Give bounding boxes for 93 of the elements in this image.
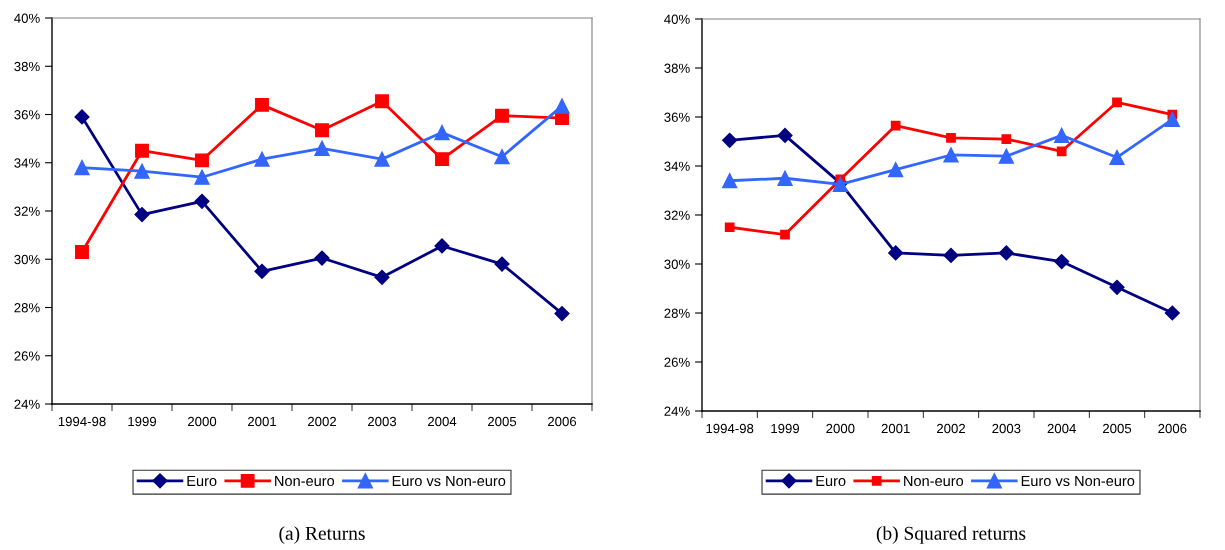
point [315, 123, 329, 138]
legend-label: Non-euro [275, 475, 335, 487]
y-tick-label: 32% [664, 210, 690, 220]
point [1001, 134, 1012, 144]
point [722, 173, 738, 189]
x-tick-label: 2000 [826, 423, 855, 434]
y-tick-label: 26% [14, 351, 40, 361]
y-tick-label: 30% [14, 254, 40, 265]
legend-label: Non-euro [904, 475, 964, 487]
x-tick-label: 2001 [881, 423, 910, 434]
point [998, 245, 1014, 261]
y-tick-label: 30% [664, 259, 690, 269]
point [777, 170, 793, 186]
x-tick-label: 2005 [487, 416, 517, 427]
point [195, 153, 209, 168]
y-tick-label: 40% [664, 14, 690, 24]
x-tick-label: 2001 [247, 416, 277, 427]
point [998, 148, 1014, 164]
x-tick-label: 2005 [1102, 423, 1132, 434]
y-tick-label: 32% [14, 206, 40, 216]
point [434, 238, 450, 254]
point [1056, 146, 1067, 157]
point [554, 98, 570, 114]
point [135, 143, 149, 158]
y-tick-label: 38% [14, 61, 40, 72]
x-tick-label: 2003 [992, 423, 1021, 434]
point [1164, 111, 1180, 128]
point [722, 132, 738, 148]
x-tick-label: 2000 [187, 416, 217, 427]
legend-label: Euro [816, 475, 846, 487]
point [134, 163, 150, 179]
point [946, 132, 956, 143]
y-tick-label: 28% [664, 308, 690, 318]
point [75, 245, 89, 259]
x-tick-label: 2002 [307, 416, 337, 427]
point [494, 256, 510, 272]
point [888, 162, 904, 178]
y-tick-label: 38% [664, 63, 690, 73]
text: (b) Squared returns [876, 526, 1026, 544]
point [434, 124, 450, 141]
y-tick-label: 36% [664, 112, 690, 122]
text: (a) Returns [279, 526, 365, 544]
y-tick-label: 34% [664, 161, 690, 171]
point [554, 305, 570, 322]
x-tick-label: 2006 [547, 416, 577, 427]
point [314, 250, 330, 266]
legend-label: Euro vs Non-euro [392, 475, 506, 487]
x-tick-label: 1994-98 [706, 423, 754, 434]
x-tick-label: 2004 [427, 416, 457, 427]
y-tick-label: 34% [14, 158, 40, 168]
point [724, 222, 735, 233]
x-tick-label: 2003 [367, 416, 397, 427]
point [194, 169, 210, 185]
x-tick-label: 2006 [1158, 423, 1187, 434]
point [374, 269, 390, 285]
y-tick-label: 28% [14, 303, 40, 313]
point [1054, 127, 1070, 144]
x-tick-label: 2002 [936, 423, 966, 434]
point [1109, 149, 1125, 166]
point [890, 120, 901, 131]
point [254, 151, 270, 167]
point [74, 159, 90, 176]
point [780, 229, 790, 240]
point [255, 97, 269, 112]
point [1164, 305, 1180, 321]
y-tick-label: 36% [14, 110, 40, 120]
point [134, 207, 150, 223]
point [194, 193, 210, 209]
y-tick-label: 24% [664, 406, 690, 416]
point [888, 245, 904, 261]
point [1112, 97, 1122, 108]
point [435, 152, 449, 167]
x-tick-label: 1999 [128, 416, 157, 427]
point [495, 108, 509, 123]
y-tick-label: 24% [14, 399, 40, 409]
y-tick-label: 26% [664, 357, 690, 367]
point [1109, 279, 1125, 295]
legend-label: Euro vs Non-euro [1021, 475, 1135, 487]
point [943, 247, 959, 263]
point [314, 140, 330, 156]
x-tick-label: 1994-98 [58, 416, 106, 427]
x-tick-label: 2004 [1047, 423, 1076, 434]
point [943, 147, 959, 163]
legend-label: Euro [187, 475, 217, 487]
point [1054, 253, 1070, 270]
point [777, 127, 793, 143]
point [374, 151, 390, 167]
y-tick-label: 40% [14, 13, 40, 23]
x-tick-label: 1999 [771, 423, 800, 434]
point [254, 263, 270, 279]
point [375, 94, 389, 109]
point [494, 149, 510, 165]
point [74, 109, 90, 125]
